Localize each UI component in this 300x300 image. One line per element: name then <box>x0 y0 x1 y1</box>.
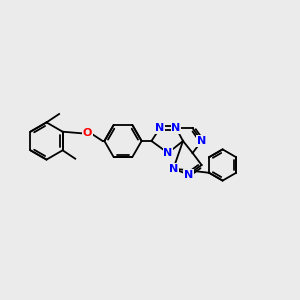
Text: O: O <box>83 128 92 139</box>
Text: N: N <box>172 123 181 133</box>
Text: O: O <box>83 128 92 139</box>
Text: N: N <box>184 169 193 180</box>
Text: N: N <box>169 164 178 174</box>
Text: N: N <box>155 123 164 133</box>
Text: N: N <box>197 136 206 146</box>
Text: N: N <box>164 148 172 158</box>
